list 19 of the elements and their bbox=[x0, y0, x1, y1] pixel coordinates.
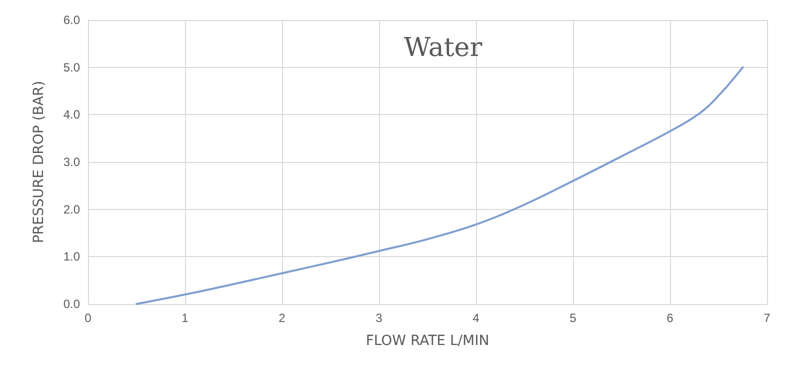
x-tick-label: 0 bbox=[84, 311, 92, 325]
y-tick-label: 2.0 bbox=[63, 202, 80, 216]
y-tick-label: 0.0 bbox=[63, 297, 80, 311]
x-tick-label: 7 bbox=[764, 311, 771, 325]
x-tick-label: 2 bbox=[278, 311, 286, 325]
x-tick-label: 3 bbox=[376, 311, 383, 325]
y-tick-label: 1.0 bbox=[63, 250, 80, 264]
y-tick-label: 3.0 bbox=[63, 155, 80, 169]
x-tick-label: 5 bbox=[570, 311, 577, 325]
x-tick-label: 6 bbox=[666, 311, 674, 325]
line-series bbox=[136, 66, 744, 305]
y-tick-label: 5.0 bbox=[63, 60, 80, 74]
y-axis-title: PRESSURE DROP (BAR) bbox=[31, 80, 47, 244]
y-tick-label: 4.0 bbox=[63, 108, 80, 122]
y-tick-label: 6.0 bbox=[63, 13, 80, 27]
text: Water bbox=[404, 33, 483, 63]
x-tick-label: 1 bbox=[182, 311, 189, 325]
x-axis-title: FLOW RATE L/MIN bbox=[366, 333, 490, 349]
x-tick-label: 4 bbox=[472, 311, 480, 325]
